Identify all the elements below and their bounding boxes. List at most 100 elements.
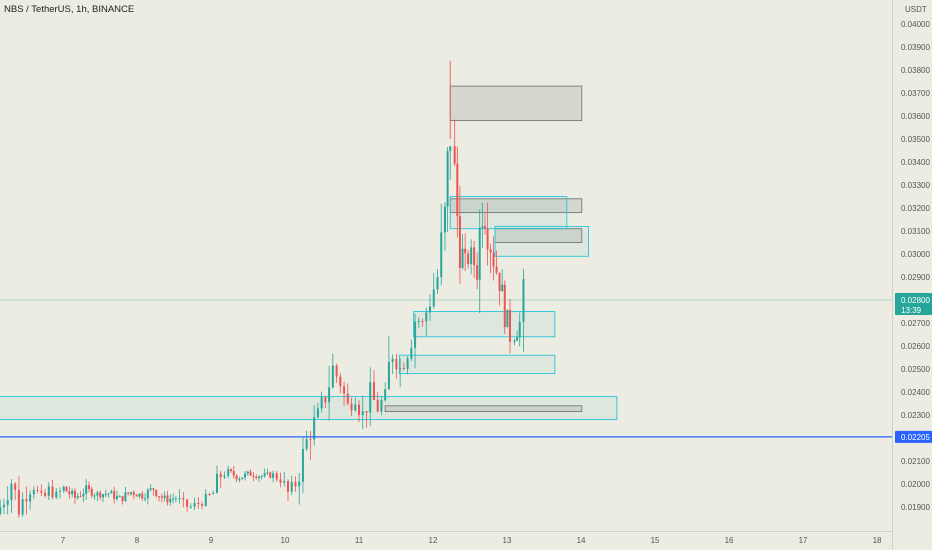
candle-up <box>354 404 357 411</box>
price-tick-label: 0.03700 <box>901 89 930 98</box>
time-tick-label: 13 <box>503 536 512 545</box>
candle-up <box>189 506 192 508</box>
candle-up <box>387 362 390 390</box>
candle-up <box>124 492 127 502</box>
candle-down <box>40 490 43 493</box>
candle-up <box>227 469 230 476</box>
candle-up <box>223 475 226 478</box>
candle-down <box>489 249 492 253</box>
candle-down <box>495 266 498 273</box>
candle-up <box>461 248 464 268</box>
candle-down <box>235 475 238 480</box>
candle-down <box>343 386 346 394</box>
candle-down <box>358 404 361 415</box>
demand-zone[interactable] <box>494 225 589 257</box>
candle-up <box>380 400 383 412</box>
candle-up <box>110 491 113 494</box>
price-tick-label: 0.03000 <box>901 250 930 259</box>
candle-up <box>513 340 516 342</box>
candle-down <box>230 469 233 471</box>
candle-up <box>215 473 218 493</box>
candle-down <box>99 492 102 498</box>
price-tick-label: 0.02900 <box>901 273 930 282</box>
candle-up <box>118 496 121 498</box>
candle-down <box>467 253 470 265</box>
price-axis[interactable]: USDT 0.01900 0.02000 0.02100 0.02300 0.02400… <box>892 0 931 550</box>
candle-up <box>305 439 308 450</box>
candle-down <box>473 247 476 266</box>
candle-down <box>252 475 255 477</box>
price-tick-label: 0.04000 <box>901 20 930 29</box>
candle-down <box>36 490 39 492</box>
time-axis[interactable]: 7 8 9 10 11 12 13 14 15 16 17 18 <box>0 531 892 546</box>
candle-down <box>155 489 158 497</box>
candle-down <box>158 496 161 498</box>
candle-down <box>17 489 20 515</box>
candle-down <box>186 499 189 507</box>
candle-down <box>182 498 185 500</box>
candle-up <box>59 490 62 492</box>
candle-up <box>144 498 147 500</box>
candle-up <box>193 502 196 507</box>
candle-down <box>65 486 68 492</box>
time-tick-label: 18 <box>873 536 882 545</box>
candle-up <box>29 494 32 502</box>
supply-zone[interactable] <box>384 405 583 412</box>
demand-zone[interactable] <box>0 396 618 421</box>
bar-countdown: 13:39 <box>901 306 922 315</box>
time-tick-label: 8 <box>135 536 140 545</box>
candle-down <box>160 496 163 498</box>
candle-up <box>361 411 364 415</box>
candle-down <box>219 473 222 478</box>
price-tick-label: 0.02000 <box>901 480 930 489</box>
candle-down <box>458 216 461 268</box>
candle-down <box>127 492 130 494</box>
price-tick-label: 0.03600 <box>901 112 930 121</box>
supply-zone[interactable] <box>449 85 583 122</box>
candle-down <box>509 309 512 342</box>
candle-down <box>14 483 17 490</box>
candle-down <box>286 481 289 492</box>
candle-down <box>335 365 338 377</box>
candle-up <box>0 507 2 514</box>
demand-zone[interactable] <box>449 196 568 230</box>
candle-down <box>87 485 90 489</box>
last-price-badge <box>895 293 932 315</box>
candle-down <box>25 498 28 502</box>
candle-up <box>62 486 65 491</box>
candle-up <box>501 284 504 292</box>
candle-up <box>481 226 484 228</box>
candle-up <box>410 347 413 359</box>
demand-zone[interactable] <box>398 354 556 375</box>
price-tick-label: 0.01900 <box>901 503 930 512</box>
candle-up <box>266 472 269 474</box>
time-tick-label: 10 <box>281 536 290 545</box>
time-tick-label: 14 <box>577 536 586 545</box>
candle-up <box>76 496 79 498</box>
candle-up <box>163 495 166 498</box>
demand-zone[interactable] <box>413 311 556 338</box>
candle-up <box>429 306 432 313</box>
candle-up <box>446 151 449 207</box>
candle-up <box>406 358 409 369</box>
candle-up <box>384 389 387 401</box>
price-tick-label: 0.03400 <box>901 158 930 167</box>
candle-up <box>313 417 316 440</box>
price-tick-label: 0.02700 <box>901 319 930 328</box>
candle-up <box>93 495 96 497</box>
time-tick-label: 7 <box>61 536 66 545</box>
candle-up <box>96 492 99 496</box>
candle-up <box>101 494 104 498</box>
candle-down <box>376 399 379 412</box>
candle-down <box>498 272 501 292</box>
candle-down <box>90 488 93 496</box>
candle-layer <box>0 60 525 518</box>
candle-up <box>47 486 50 496</box>
candle-down <box>73 490 76 498</box>
candle-down <box>372 382 375 400</box>
candle-up <box>432 289 435 307</box>
candle-up <box>178 498 181 500</box>
candle-up <box>263 473 266 477</box>
